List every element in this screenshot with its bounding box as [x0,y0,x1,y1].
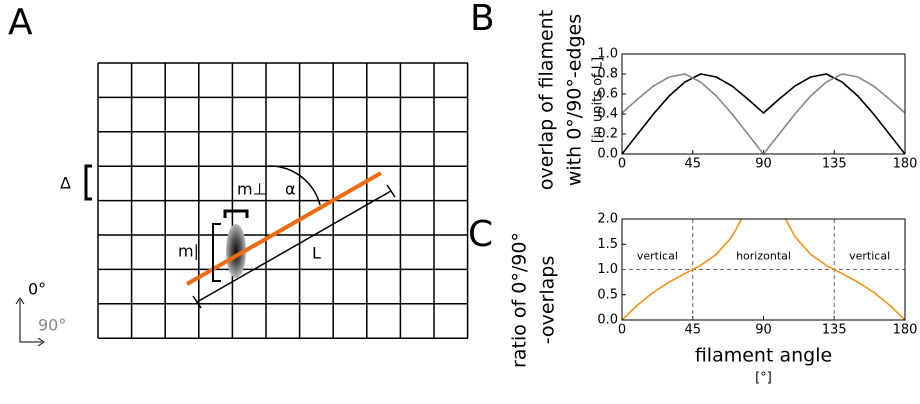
y-axis-label: ratio of 0°/90° [509,232,531,368]
lattice-grid [98,63,468,338]
m-perp-bracket [225,211,247,218]
figure: A Δ m⊥ α m∥ L 0° 90° Boverlap of filamen… [0,0,920,404]
y-tick-label: 0.0 [597,313,618,328]
x-tick-label: 135 [822,323,847,338]
panel-letter: B [470,0,495,39]
ninety-deg-label: 90° [38,316,66,335]
annotation: vertical [849,249,890,262]
length-bracket [193,185,395,308]
x-axis-label: filament angle [695,345,832,367]
m-par-label: m∥ [178,242,202,261]
delta-bracket [86,166,92,199]
x-tick-label: 45 [684,157,701,172]
x-tick-label: 45 [684,323,701,338]
y-tick-label: 0.8 [597,67,618,82]
panel-letter: C [468,214,493,255]
y-tick-label: 2.0 [597,212,618,227]
y-axis-label: -overlaps [537,256,559,344]
panel-letter: A [8,2,33,43]
delta-label: Δ [60,174,71,193]
data-line [622,74,905,154]
x-tick-label: 135 [822,157,847,172]
plot-frame [622,54,905,154]
filament [187,173,381,284]
y-tick-label: 0.5 [597,287,618,302]
alpha-label: α [285,180,296,199]
x-tick-label: 90 [755,323,772,338]
y-tick-label: 1.0 [597,262,618,277]
annotation: horizontal [736,249,791,262]
annotation: vertical [637,249,678,262]
x-tick-label: 180 [893,323,918,338]
x-tick-label: 0 [618,157,626,172]
x-tick-label: 0 [618,323,626,338]
diagram [16,166,395,346]
x-tick-label: 180 [893,157,918,172]
x-axis-unit: [°] [755,371,772,386]
y-axis-label: overlap of filament [536,10,558,190]
m-par-bracket [213,224,221,281]
y-tick-label: 1.5 [597,237,618,252]
y-tick-label: 1.0 [597,47,618,62]
length-label: L [312,244,321,263]
zero-deg-label: 0° [28,280,46,299]
m-perp-label: m⊥ [237,180,267,199]
y-tick-label: 0.4 [597,107,618,122]
y-tick-label: 0.6 [597,87,618,102]
y-tick-label: 0.0 [597,147,618,162]
x-tick-label: 90 [755,157,772,172]
y-axis-label: with 0°/90°-edges [564,14,586,186]
y-tick-label: 0.2 [597,127,618,142]
